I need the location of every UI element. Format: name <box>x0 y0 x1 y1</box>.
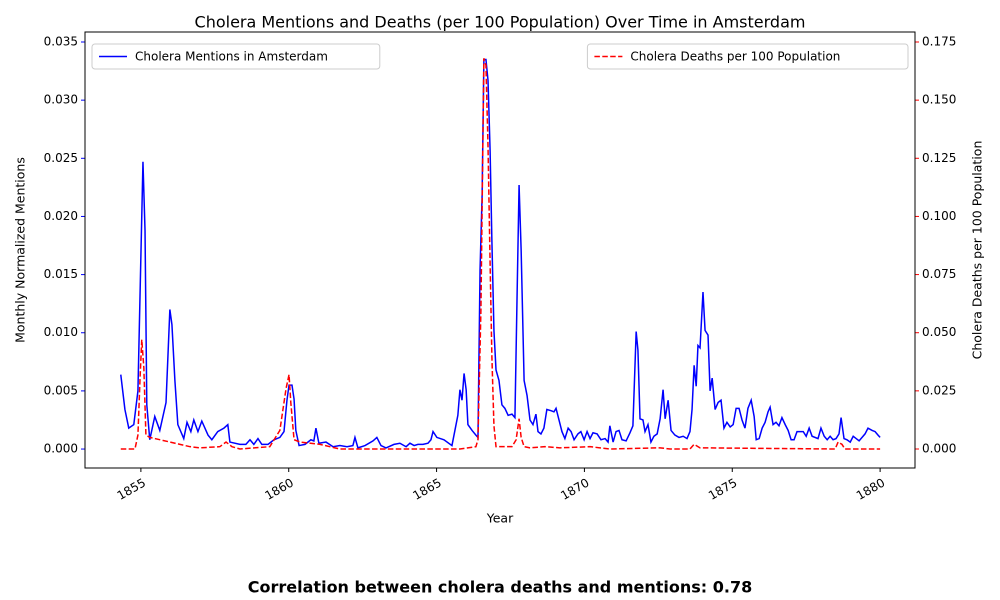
y2-tick-label: 0.175 <box>922 35 956 49</box>
chart-title: Cholera Mentions and Deaths (per 100 Pop… <box>195 13 806 32</box>
y-tick-label: 0.035 <box>44 35 78 49</box>
x-tick-label: 1880 <box>854 476 887 503</box>
x-tick-label: 1865 <box>410 476 443 503</box>
plot-frame <box>84 31 916 469</box>
y-tick-label: 0.000 <box>44 442 78 456</box>
y-axis-label: Monthly Normalized Mentions <box>13 157 28 343</box>
x-tick-label: 1855 <box>115 476 148 503</box>
x-axis-label: Year <box>486 511 514 526</box>
legend-box <box>586 43 909 70</box>
legend-label: Cholera Mentions in Amsterdam <box>135 50 328 64</box>
y-tick-label: 0.015 <box>44 267 78 281</box>
y2-axis-label: Cholera Deaths per 100 Population <box>970 141 985 360</box>
x-tick-label: 1870 <box>558 476 591 503</box>
y-tick-label: 0.030 <box>44 93 78 107</box>
x-tick-label: 1875 <box>706 476 739 503</box>
legend-box <box>91 43 381 70</box>
data-line <box>120 58 881 449</box>
legend-label: Cholera Deaths per 100 Population <box>630 50 840 64</box>
data-line <box>120 58 881 450</box>
y-tick-label: 0.025 <box>44 151 78 165</box>
y2-tick-label: 0.125 <box>922 151 956 165</box>
y2-tick-label: 0.050 <box>922 325 956 339</box>
y-tick-label: 0.005 <box>44 383 78 397</box>
x-tick-label: 1860 <box>263 476 296 503</box>
y2-tick-label: 0.000 <box>922 441 956 455</box>
y-tick-label: 0.020 <box>44 209 78 223</box>
y-tick-label: 0.010 <box>44 325 78 339</box>
annotation: Correlation between cholera deaths and m… <box>248 578 752 597</box>
y2-tick-label: 0.150 <box>922 93 956 107</box>
y2-tick-label: 0.075 <box>922 267 956 281</box>
y2-tick-label: 0.025 <box>922 383 956 397</box>
y2-tick-label: 0.100 <box>922 209 956 223</box>
